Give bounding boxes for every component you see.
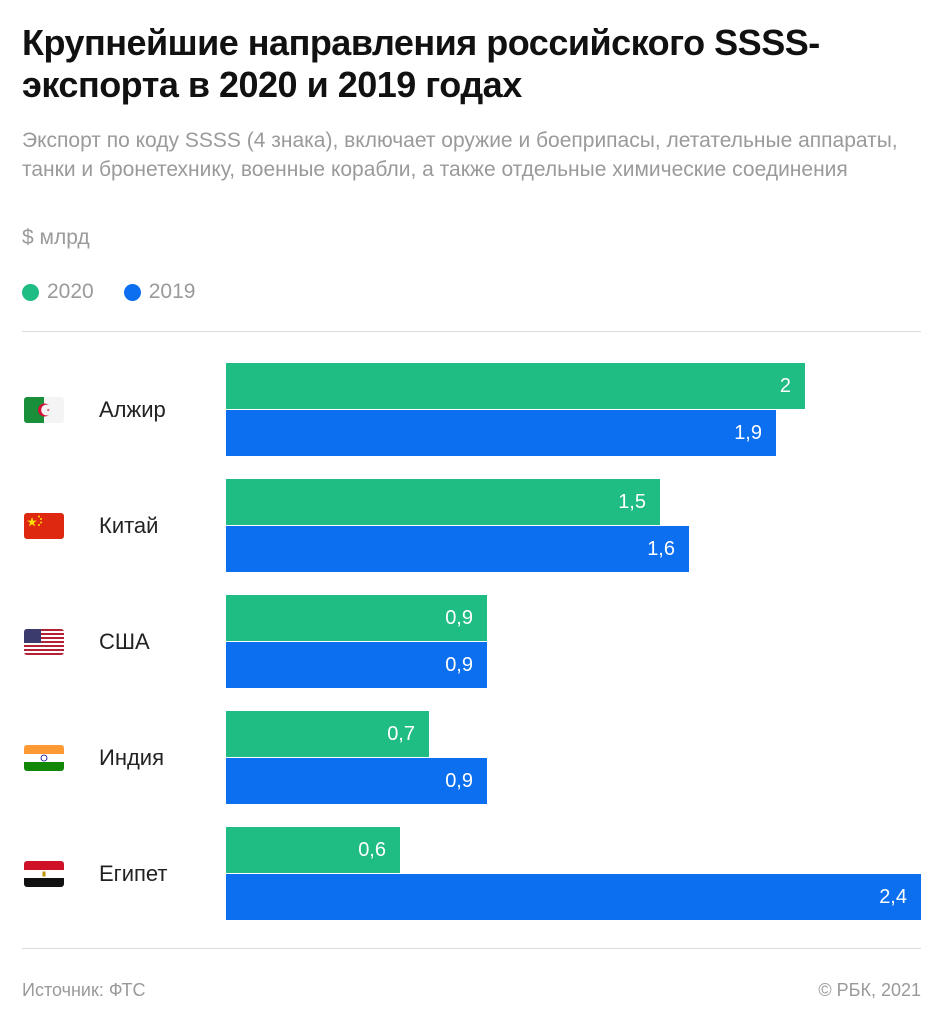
bar-value-label: 2	[779, 375, 791, 397]
legend-dot-2019	[123, 283, 141, 301]
legend-item-2019: 2019	[123, 280, 196, 304]
category-label: Китай	[99, 512, 159, 538]
bar-value-label: 1,6	[647, 538, 675, 560]
bar-value-label: 0,6	[358, 839, 386, 861]
bar-value-label: 0,9	[445, 607, 473, 629]
category-label: США	[99, 628, 150, 654]
chart-title: Крупнейшие направления российского SSSS-…	[22, 22, 820, 105]
top-divider	[22, 331, 921, 332]
bottom-divider	[22, 948, 921, 949]
bar-2020: 1,5	[226, 479, 660, 525]
egypt-flag-icon	[24, 860, 64, 887]
bar-2019: 0,9	[226, 758, 487, 804]
category-label: Египет	[99, 860, 168, 886]
bar-2020: 0,9	[226, 595, 487, 641]
copyright-note: © РБК, 2021	[818, 980, 921, 1000]
bar-value-label: 1,9	[734, 422, 762, 444]
bar-2019: 1,6	[226, 526, 689, 572]
bar-2019: 2,4	[226, 874, 921, 920]
source-note: Источник: ФТС	[22, 980, 146, 1000]
bar-value-label: 1,5	[618, 491, 646, 513]
bar-2020: 0,6	[226, 827, 400, 873]
bar-value-label: 2,4	[879, 886, 907, 908]
category-label: Индия	[99, 744, 165, 770]
legend-dot-2020	[22, 283, 39, 301]
bar-2020: 2	[226, 363, 805, 409]
category-label: Алжир	[99, 396, 166, 422]
legend: 2020 2019	[22, 280, 195, 304]
bar-value-label: 0,9	[445, 654, 473, 676]
bar-2020: 0,7	[226, 711, 429, 757]
china-flag-icon	[24, 512, 64, 539]
usa-flag-icon	[24, 628, 64, 655]
legend-item-2020: 2020	[22, 280, 94, 304]
india-flag-icon	[24, 744, 64, 771]
chart-subtitle: Экспорт по коду SSSS (4 знака), включает…	[22, 129, 898, 181]
bar-value-label: 0,7	[387, 723, 415, 745]
legend-label-2019: 2019	[148, 280, 196, 303]
algeria-flag-icon	[24, 396, 64, 423]
bar-2019: 1,9	[226, 410, 776, 456]
bar-value-label: 0,9	[445, 770, 473, 792]
legend-label-2020: 2020	[47, 280, 94, 303]
unit-label: $ млрд	[22, 226, 90, 249]
bar-2019: 0,9	[226, 642, 487, 688]
